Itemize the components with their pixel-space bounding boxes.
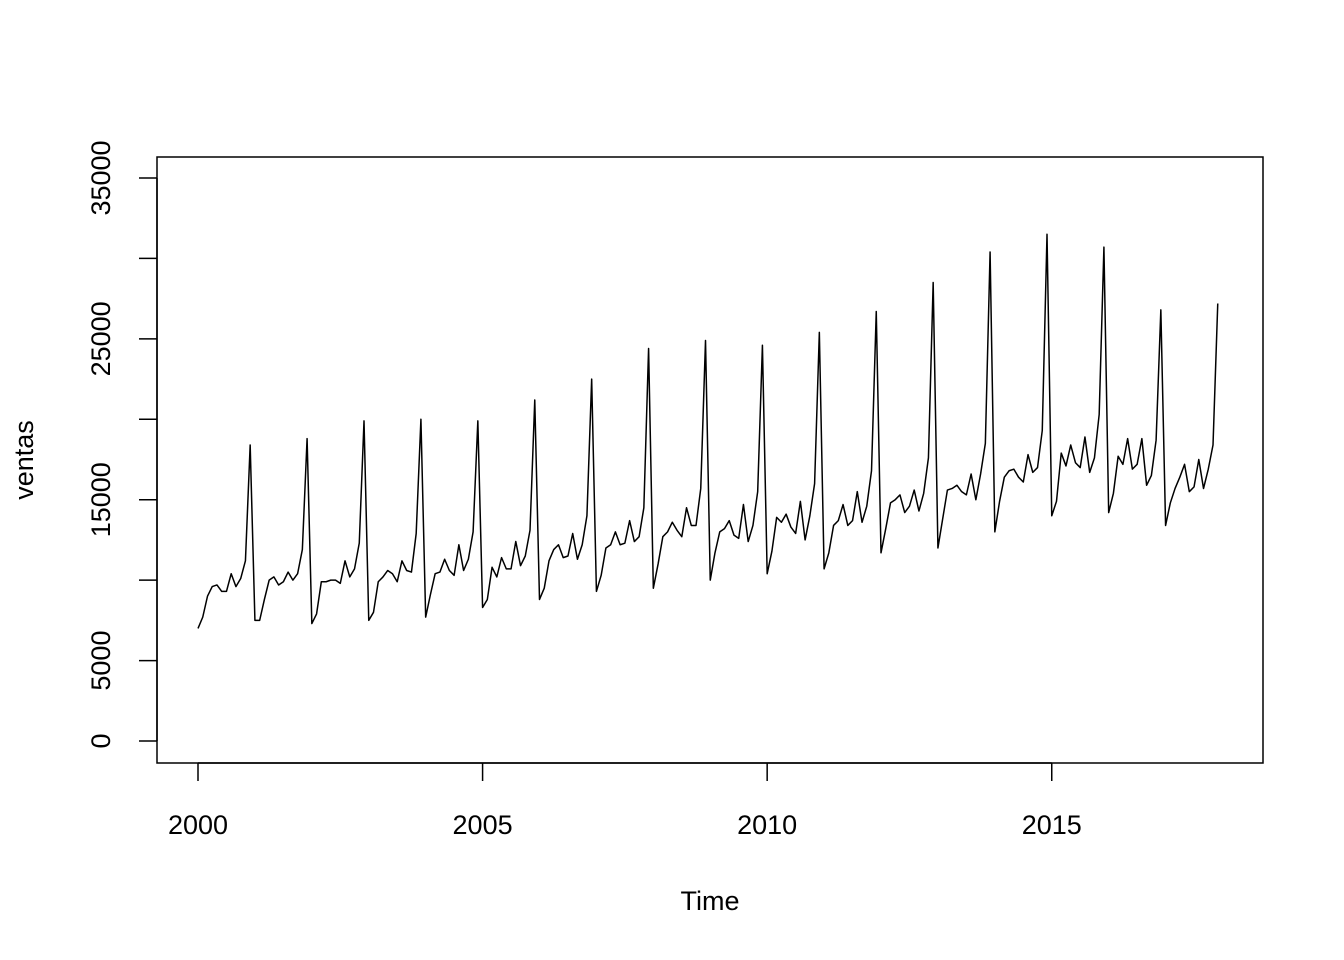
y-tick-label: 35000 [86, 140, 116, 215]
x-tick-label: 2015 [1022, 810, 1082, 840]
x-axis-title: Time [681, 886, 740, 916]
y-tick-label: 25000 [86, 301, 116, 376]
y-axis: 0 5000 15000 25000 35000 [86, 140, 158, 749]
x-tick-label: 2000 [168, 810, 228, 840]
plot-box [156, 156, 1264, 764]
x-axis: 2000 2005 2010 2015 [168, 762, 1082, 840]
y-tick-label: 15000 [86, 462, 116, 537]
x-tick-label: 2005 [453, 810, 513, 840]
y-tick-label: 5000 [86, 631, 116, 691]
y-axis-title: ventas [9, 420, 39, 500]
x-tick-label: 2010 [737, 810, 797, 840]
y-tick-label: 0 [86, 733, 116, 748]
series-line [197, 233, 1219, 629]
